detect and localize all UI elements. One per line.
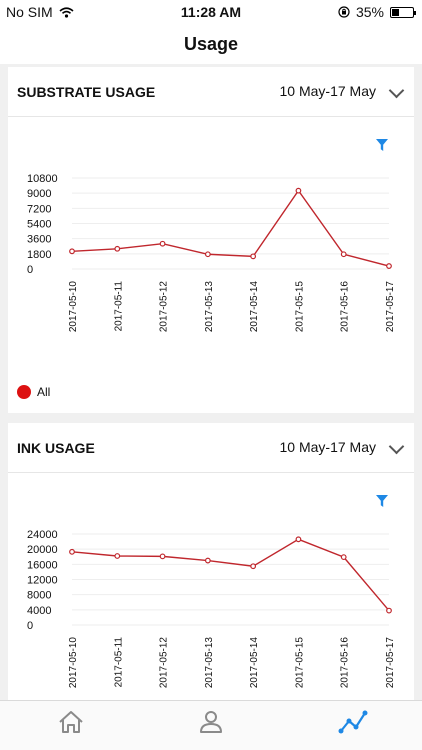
substrate-card-title: SUBSTRATE USAGE — [17, 84, 156, 100]
data-point — [159, 240, 166, 247]
data-point — [250, 253, 257, 260]
ink-usage-chart: 0 4000 8000 12000 16000 20000 24000 2017-05-10 2… — [27, 529, 396, 689]
filter-icon[interactable] — [375, 494, 389, 508]
chevron-down-icon[interactable] — [388, 82, 405, 99]
line-chart-icon[interactable] — [338, 709, 368, 735]
data-point — [250, 563, 257, 570]
data-point — [159, 553, 166, 560]
x-tick-label: 2017-05-10 — [68, 637, 79, 689]
page-title: Usage — [183, 34, 239, 54]
orientation-lock-icon — [338, 6, 350, 18]
ink-date-range[interactable]: 10 May-17 May — [279, 439, 376, 455]
y-tick-label: 10800 — [27, 173, 58, 185]
chevron-down-icon[interactable] — [388, 438, 405, 455]
y-tick-label: 20000 — [27, 544, 58, 556]
ink-card-header[interactable]: INK USAGE 10 May-17 May — [8, 423, 414, 473]
wifi-icon — [59, 6, 74, 18]
battery-percent: 35% — [355, 4, 384, 20]
x-tick-label: 2017-05-10 — [68, 281, 79, 333]
data-point — [204, 251, 211, 258]
x-tick-label: 2017-05-16 — [340, 281, 351, 333]
x-tick-label: 2017-05-17 — [385, 637, 396, 689]
legend-label-all: All — [37, 385, 51, 399]
data-point — [340, 554, 347, 561]
y-tick-label: 8000 — [27, 590, 51, 602]
x-tick-label: 2017-05-13 — [204, 281, 215, 333]
substrate-usage-chart: 0 1800 3600 5400 7200 9000 10800 2017-05-10 2017… — [27, 173, 396, 333]
legend-dot-all — [17, 385, 31, 399]
data-point — [69, 548, 75, 555]
substrate-usage-card: SUBSTRATE USAGE 10 May-17 May 0 1800 3600 5… — [8, 67, 414, 413]
status-bar: No SIM 11:28 AM 35% — [0, 0, 422, 24]
data-point — [386, 607, 392, 614]
status-right: 35% — [338, 4, 416, 20]
status-left: No SIM — [6, 4, 74, 20]
y-tick-label: 1800 — [27, 249, 51, 261]
x-tick-label: 2017-05-17 — [385, 281, 396, 333]
data-point — [386, 263, 392, 269]
data-point — [114, 245, 121, 252]
y-tick-label: 9000 — [27, 188, 51, 200]
user-icon[interactable] — [198, 709, 224, 735]
battery-icon — [390, 6, 416, 18]
x-tick-label: 2017-05-12 — [159, 281, 170, 333]
x-tick-label: 2017-05-12 — [159, 637, 170, 689]
ink-card-title: INK USAGE — [17, 440, 95, 456]
y-tick-label: 5400 — [27, 219, 51, 231]
y-tick-label: 3600 — [27, 234, 51, 246]
x-tick-label: 2017-05-11 — [113, 281, 124, 332]
clock: 11:28 AM — [180, 4, 242, 20]
battery-fill — [392, 8, 399, 16]
substrate-card-header[interactable]: SUBSTRATE USAGE 10 May-17 May — [8, 67, 414, 117]
data-point — [295, 536, 302, 543]
data-point — [114, 553, 121, 559]
y-tick-label: 4000 — [27, 605, 51, 617]
x-tick-label: 2017-05-14 — [249, 637, 260, 689]
substrate-legend[interactable]: All — [17, 385, 50, 399]
nav-bar: Usage — [0, 24, 422, 64]
y-tick-label: 24000 — [27, 529, 58, 541]
y-tick-label: 7200 — [27, 203, 51, 215]
filter-icon[interactable] — [375, 138, 389, 152]
data-point — [69, 248, 75, 255]
x-tick-label: 2017-05-14 — [249, 281, 260, 333]
x-tick-label: 2017-05-15 — [294, 637, 305, 689]
tab-bar — [0, 700, 422, 750]
data-point — [295, 187, 302, 194]
series-line — [71, 538, 390, 612]
x-tick-label: 2017-05-15 — [294, 281, 305, 333]
y-tick-label: 0 — [27, 264, 33, 276]
data-point — [204, 557, 211, 564]
substrate-date-range[interactable]: 10 May-17 May — [279, 83, 376, 99]
ink-usage-card: INK USAGE 10 May-17 May 0 4000 8000 12000 16… — [8, 423, 414, 701]
y-tick-label: 16000 — [27, 559, 58, 571]
x-tick-label: 2017-05-13 — [204, 637, 215, 689]
home-icon[interactable] — [58, 709, 84, 735]
x-tick-label: 2017-05-16 — [340, 637, 351, 689]
y-tick-label: 12000 — [27, 575, 58, 587]
carrier-label: No SIM — [6, 4, 53, 20]
y-tick-label: 0 — [27, 620, 33, 632]
x-tick-label: 2017-05-11 — [113, 637, 124, 688]
data-point — [340, 251, 347, 258]
series-line — [71, 189, 390, 267]
